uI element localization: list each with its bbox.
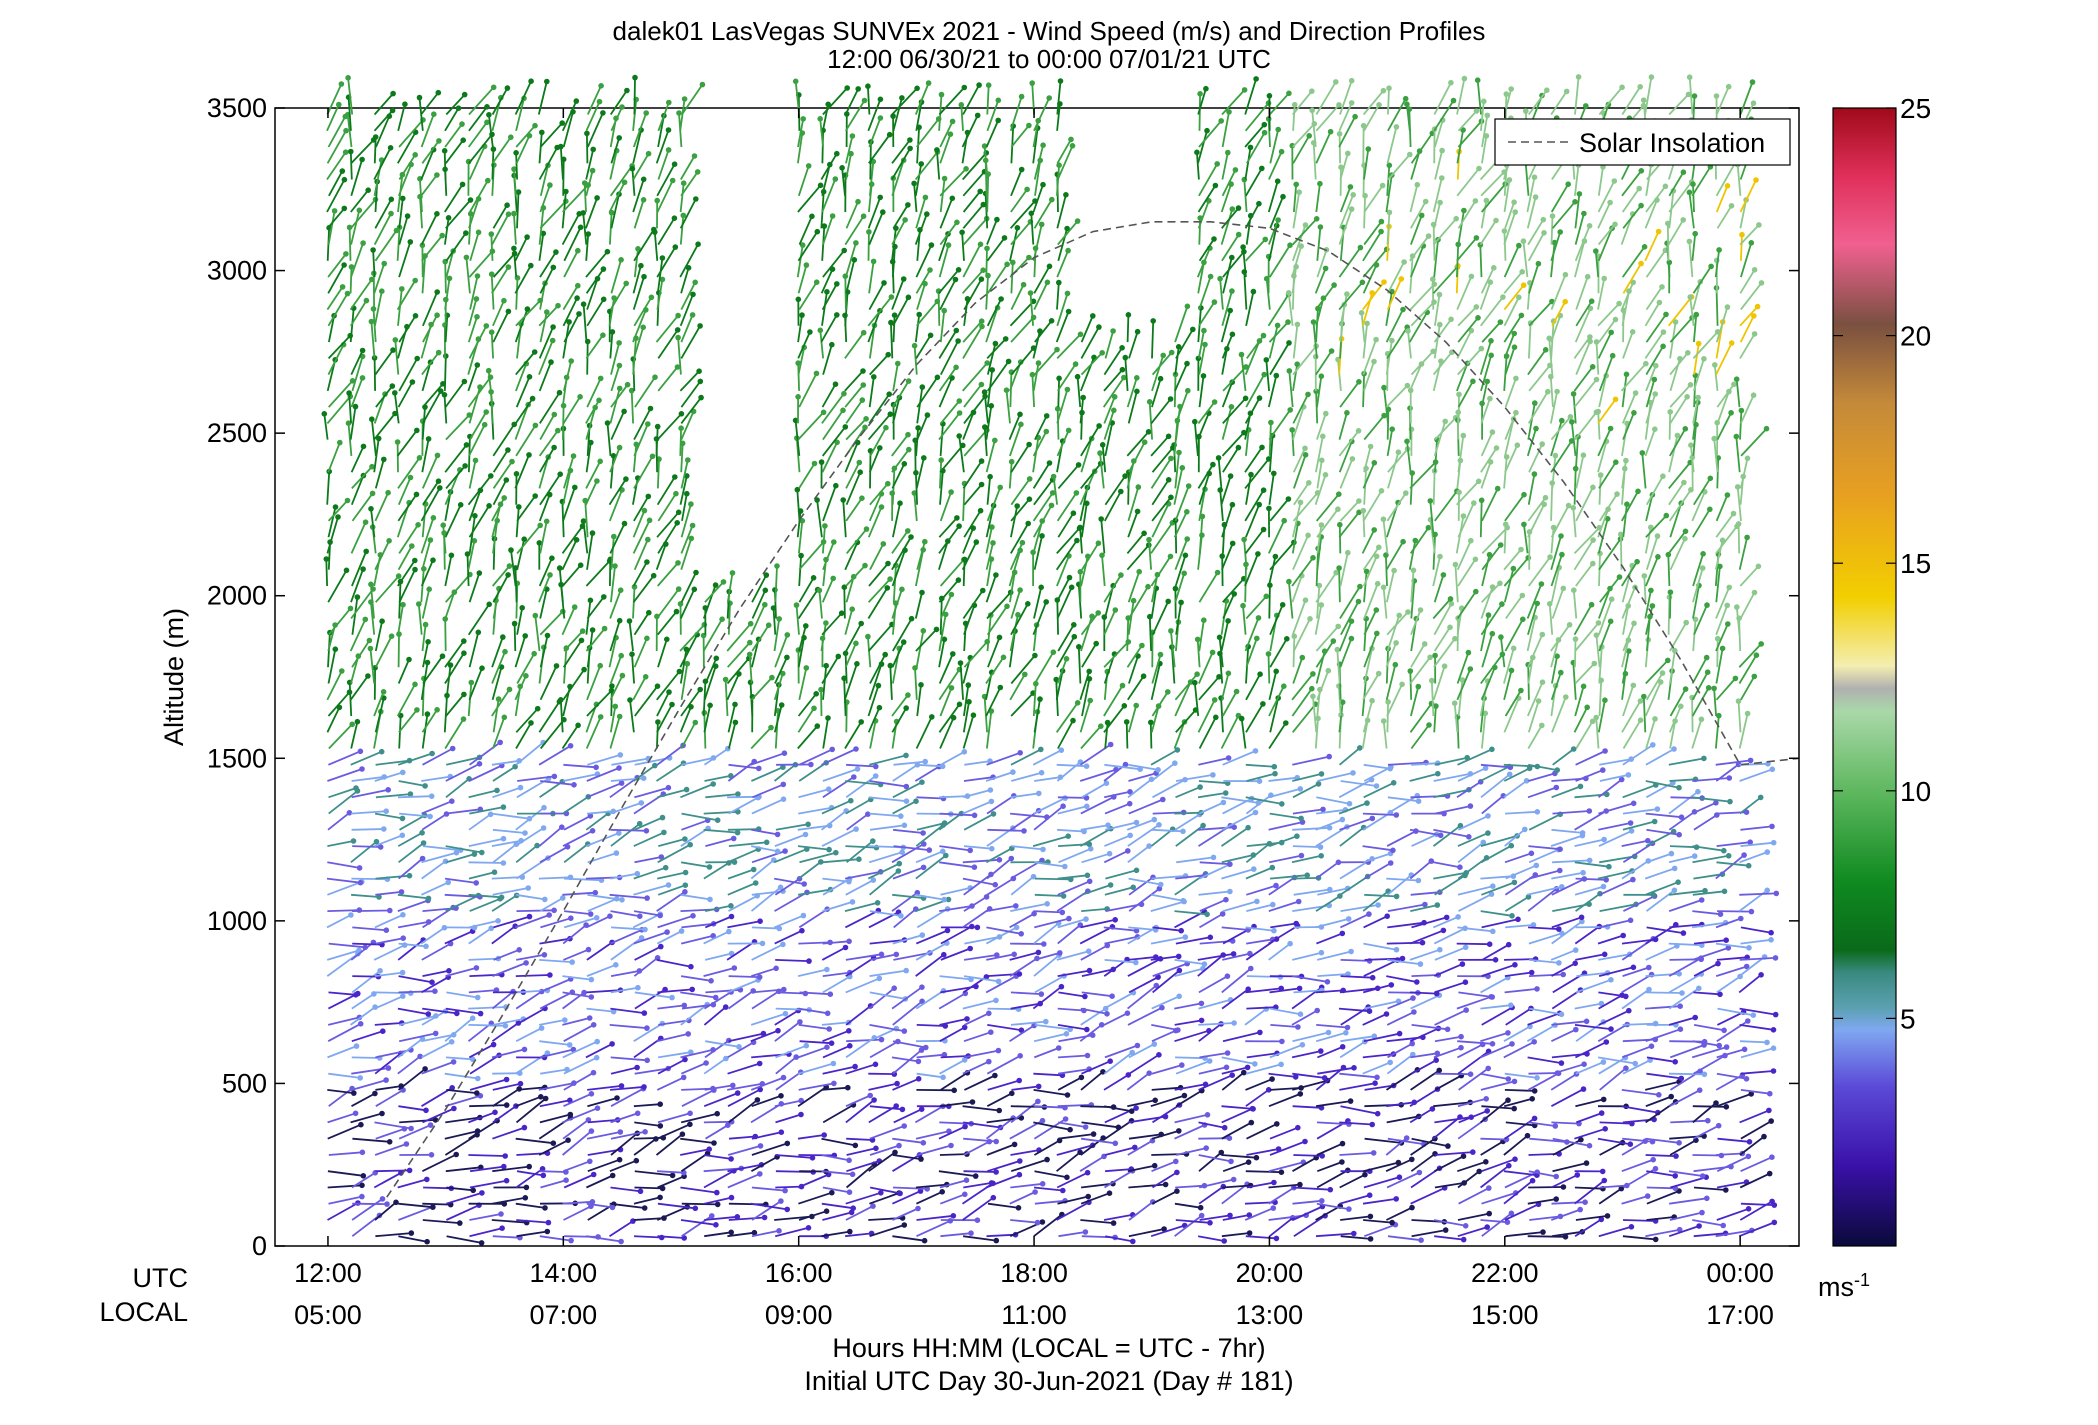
x-axis-label: Hours HH:MM (LOCAL = UTC - 7hr) (832, 1333, 1266, 1363)
x-tick-label-local: 11:00 (1001, 1300, 1067, 1330)
y-tick-label: 2500 (207, 418, 267, 448)
solar-insolation-line (386, 221, 1800, 1198)
x-tick-label-utc: 16:00 (765, 1258, 833, 1288)
wind-barbs (321, 74, 1780, 1246)
x-tick-label-local: 07:00 (530, 1300, 598, 1330)
colorbar-tick-label: 5 (1900, 1003, 1916, 1034)
colorbar-tick-label: 20 (1900, 321, 1931, 352)
y-tick-label: 1500 (207, 743, 267, 773)
x-tick-label-utc: 18:00 (1000, 1258, 1068, 1288)
y-tick-label: 3000 (207, 256, 267, 286)
y-axis: 0 500 1000 1500 2000 2500 3000 3500 (207, 93, 1799, 1261)
x-tick-label-local: 17:00 (1706, 1300, 1774, 1330)
x-tick-label-utc: 14:00 (530, 1258, 598, 1288)
y-tick-label: 3500 (207, 93, 267, 123)
colorbar-tick-label: 10 (1900, 776, 1931, 807)
x-tick-label-local: 05:00 (294, 1300, 362, 1330)
x-tick-label-utc: 00:00 (1706, 1258, 1774, 1288)
chart-subtitle: 12:00 06/30/21 to 00:00 07/01/21 UTC (827, 44, 1271, 74)
legend-label-solar-insolation: Solar Insolation (1579, 128, 1765, 158)
legend: Solar Insolation (1494, 118, 1791, 166)
y-tick-label: 500 (222, 1068, 267, 1098)
x-tick-label-utc: 20:00 (1236, 1258, 1304, 1288)
utc-row-label: UTC (132, 1263, 189, 1293)
x-tick-label-local: 15:00 (1471, 1300, 1539, 1330)
x-tick-label-local: 13:00 (1236, 1300, 1304, 1330)
chart-title: dalek01 LasVegas SUNVEx 2021 - Wind Spee… (612, 16, 1486, 46)
y-tick-label: 2000 (207, 581, 267, 611)
local-row-label: LOCAL (99, 1297, 188, 1327)
x-tick-label-utc: 12:00 (294, 1258, 362, 1288)
x-axis: 12:00 05:00 14:00 07:00 16:00 09:00 18:00 11:00… (294, 108, 1774, 1330)
colorbar-ticks: 5 10 15 20 25 (1833, 93, 1931, 1034)
plot-area (274, 107, 1800, 1247)
colorbar-unit-label: ms-1 (1818, 1270, 1870, 1302)
x-tick-label-local: 09:00 (765, 1300, 833, 1330)
colorbar-tick-label: 25 (1900, 93, 1931, 124)
x-tick-label-utc: 22:00 (1471, 1258, 1539, 1288)
y-axis-label: Altitude (m) (159, 608, 189, 746)
colorbar (1832, 107, 1897, 1247)
y-tick-label: 0 (252, 1231, 267, 1261)
y-tick-label: 1000 (207, 906, 267, 936)
colorbar-tick-label: 15 (1900, 548, 1931, 579)
x-axis-label-2: Initial UTC Day 30-Jun-2021 (Day # 181) (804, 1366, 1294, 1396)
